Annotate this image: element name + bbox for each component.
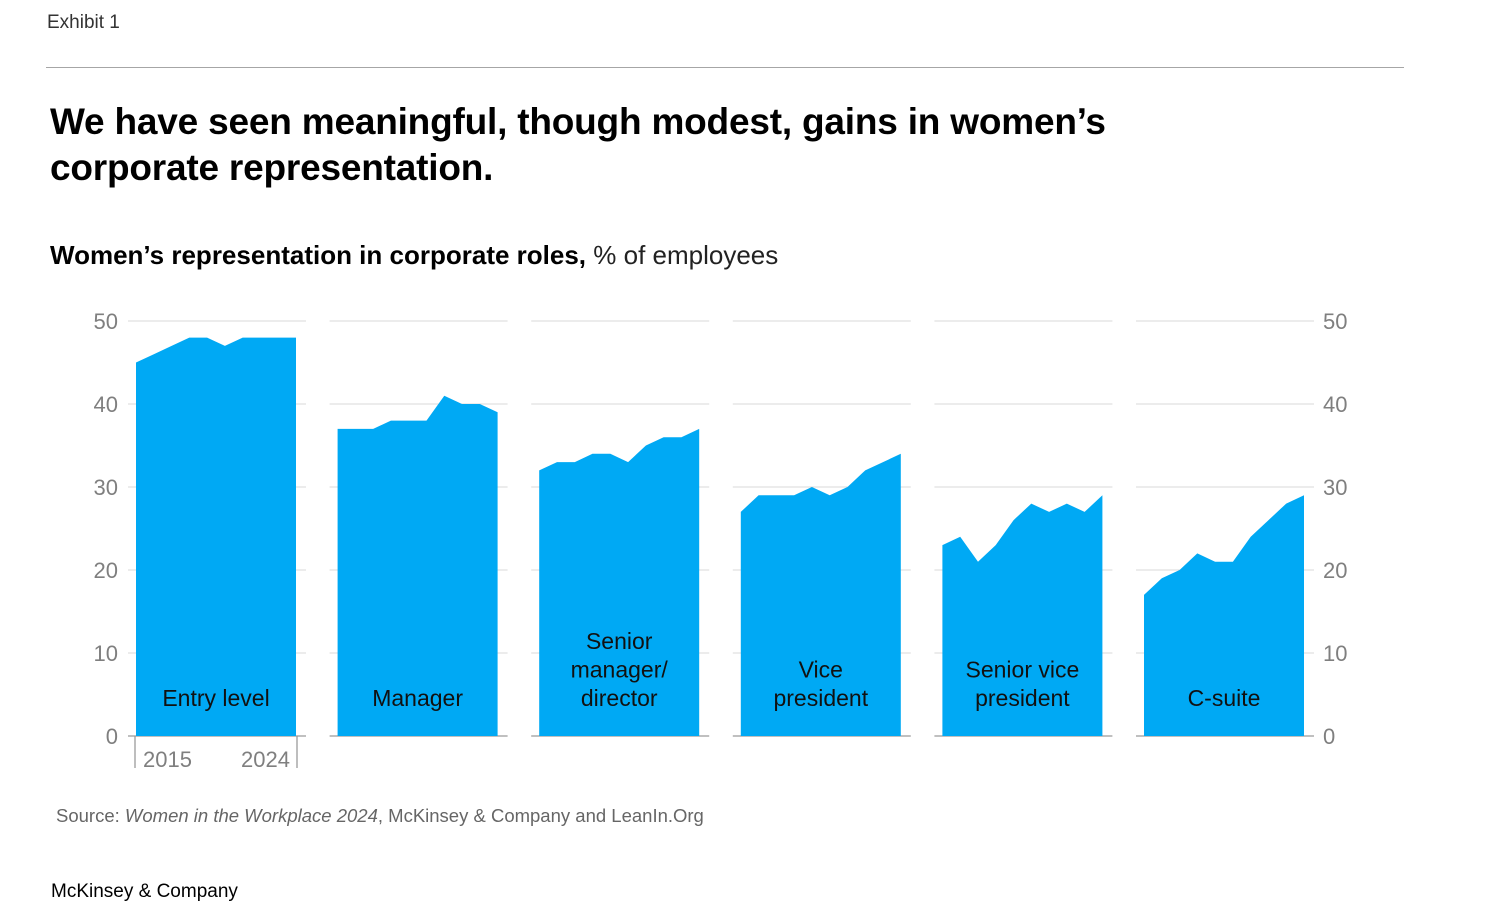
category-label: Vice president [773,657,868,712]
category-label-line: Senior [586,628,653,654]
category-label-line: Entry level [162,685,269,711]
y-tick-label-left: 20 [94,558,118,583]
category-label-line: Senior vice [966,657,1080,683]
y-tick-label-right: 30 [1323,475,1347,500]
category-label: Senior vice president [966,657,1080,712]
y-tick-label-right: 40 [1323,392,1347,417]
gridlines [128,320,1314,768]
category-label: Entry level [162,685,269,711]
header-divider [46,67,1404,68]
category-label: Senior manager/director [571,628,669,711]
source-prefix: Source: [56,805,125,826]
y-tick-label-left: 10 [94,641,118,666]
area-entry-level [136,337,296,736]
category-label: C-suite [1188,685,1261,711]
source-note: Source: Women in the Workplace 2024, McK… [56,805,704,827]
source-rest: , McKinsey & Company and LeanIn.Org [377,805,704,826]
page-title: We have seen meaningful, though modest, … [50,101,1106,188]
chart-subtitle: Women’s representation in corporate role… [50,240,778,271]
y-tick-label-left: 0 [106,724,118,749]
x-label-end: 2024 [241,747,290,772]
chart-unit: % of employees [593,240,779,270]
category-label-line: C-suite [1188,685,1261,711]
y-tick-label-right: 10 [1323,641,1347,666]
chart-title: Women’s representation in corporate role… [50,240,587,270]
chart-labels: 0 0 10 10 20 20 30 30 40 40 50 50 Entry level Manager… [94,309,1348,772]
y-tick-label-right: 0 [1323,724,1335,749]
category-label-line: director [581,685,658,711]
area-c-suite [1144,495,1304,736]
area-senior-vice-president [942,495,1103,736]
category-label-line: Vice [799,657,843,683]
x-label-start: 2015 [143,747,192,772]
brand-footer: McKinsey & Company [51,881,238,902]
category-label-line: president [975,685,1070,711]
y-tick-label-left: 30 [94,475,118,500]
area-senior-manager-director [539,428,700,736]
category-label-line: manager/ [571,657,669,683]
area-manager [337,395,498,736]
areas [136,337,1304,736]
y-tick-label-left: 40 [94,392,118,417]
exhibit-label: Exhibit 1 [47,12,120,33]
y-tick-label-left: 50 [94,309,118,334]
y-tick-label-right: 50 [1323,309,1347,334]
category-label-line: president [773,685,868,711]
area-chart: 0 0 10 10 20 20 30 30 40 40 50 50 Entry level Manager… [94,309,1348,772]
category-label-line: Manager [372,685,463,711]
area-vice-president [740,453,901,736]
category-label: Manager [372,685,463,711]
source-publication: Women in the Workplace 2024 [124,805,378,826]
y-tick-label-right: 20 [1323,558,1347,583]
